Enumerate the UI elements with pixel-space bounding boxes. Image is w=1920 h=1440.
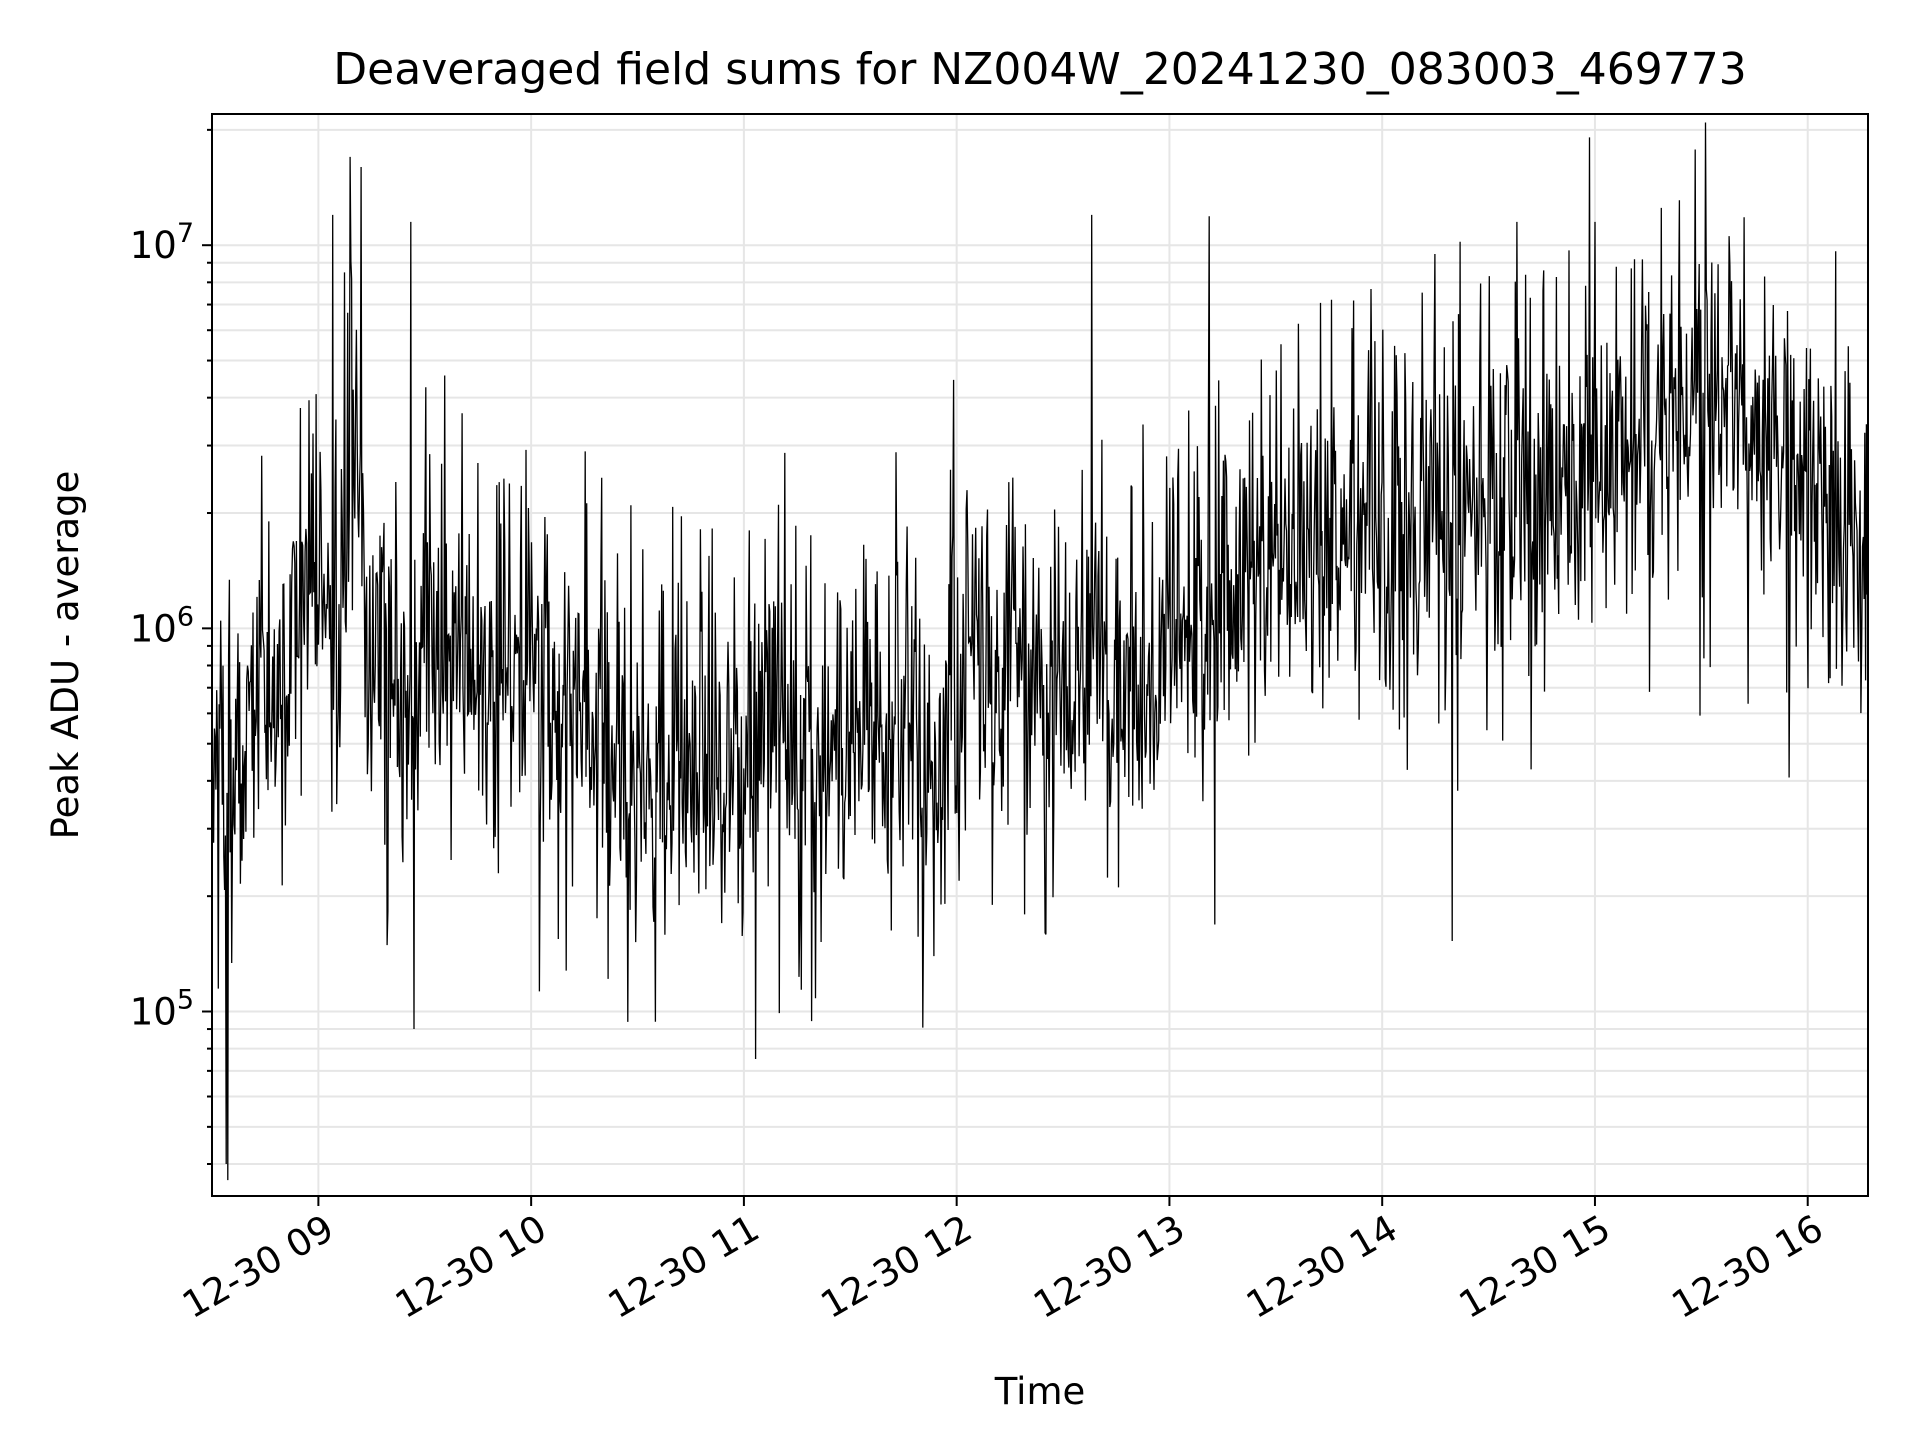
data-line-group xyxy=(211,122,1869,1181)
y-tick-exponent: 7 xyxy=(177,218,194,249)
y-axis-label: Peak ADU - average xyxy=(44,471,87,840)
data-line xyxy=(211,122,1869,1181)
y-tick-base: 10 xyxy=(130,991,177,1034)
plot-frame xyxy=(211,113,1869,1197)
y-tick-label: 106 xyxy=(130,601,194,650)
x-axis-label: Time xyxy=(994,1370,1086,1413)
y-tick-exponent: 6 xyxy=(177,601,194,632)
chart-title: Deaveraged field sums for NZ004W_2024123… xyxy=(333,44,1746,95)
grid xyxy=(212,114,1868,1196)
y-tick-base: 10 xyxy=(130,224,177,267)
y-tick-exponent: 5 xyxy=(177,985,194,1016)
y-tick-label: 105 xyxy=(130,985,194,1034)
y-tick-base: 10 xyxy=(130,607,177,650)
y-tick-label: 107 xyxy=(130,218,194,267)
